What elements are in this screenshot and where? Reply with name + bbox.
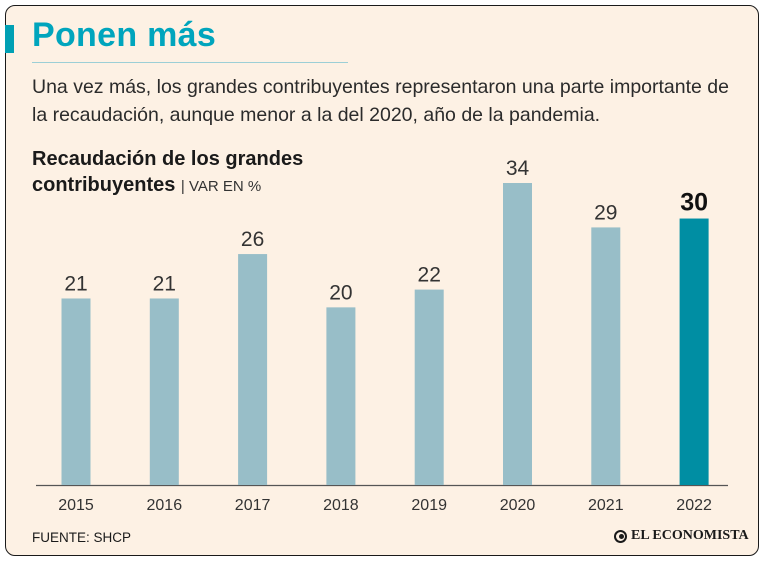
x-tick-label: 2020	[500, 497, 536, 514]
infographic-card	[5, 5, 759, 556]
bar	[591, 227, 621, 486]
data-label: 26	[241, 228, 264, 251]
data-label: 21	[64, 272, 87, 295]
bar	[326, 307, 356, 485]
chart-title: Recaudación de los grandes contribuyente…	[32, 146, 303, 200]
headline: Ponen más	[32, 16, 217, 54]
x-tick-label: 2015	[58, 497, 94, 514]
chart-unit: | VAR EN %	[180, 178, 262, 195]
bar	[61, 298, 91, 485]
brand-logo-icon	[614, 529, 627, 543]
x-tick-label: 2017	[235, 497, 271, 514]
chart-title-line2: contribuyentes	[32, 174, 176, 196]
brand-logo: EL ECONOMISTA	[614, 528, 749, 544]
x-tick-label: 2022	[676, 497, 712, 514]
bar	[238, 254, 268, 485]
headline-rule	[32, 62, 348, 63]
data-label: 22	[418, 264, 441, 287]
x-tick-label: 2018	[323, 497, 359, 514]
data-label: 34	[506, 157, 530, 180]
x-tick-label: 2021	[588, 497, 624, 514]
accent-bar	[5, 25, 14, 53]
data-label: 30	[680, 189, 708, 217]
source-note: FUENTE: SHCP	[32, 530, 132, 545]
data-label: 20	[329, 281, 352, 304]
brand-name: EL ECONOMISTA	[631, 528, 749, 543]
bar	[679, 218, 709, 485]
data-label: 21	[153, 272, 176, 295]
bar	[503, 183, 532, 485]
data-label: 29	[594, 201, 617, 224]
chart-title-line1: Recaudación de los grandes	[32, 148, 304, 170]
bar	[414, 289, 444, 485]
x-tick-label: 2016	[147, 497, 183, 514]
bar	[149, 298, 179, 485]
x-tick-label: 2019	[411, 497, 447, 514]
subtitle: Una vez más, los grandes contribuyentes …	[32, 76, 729, 126]
